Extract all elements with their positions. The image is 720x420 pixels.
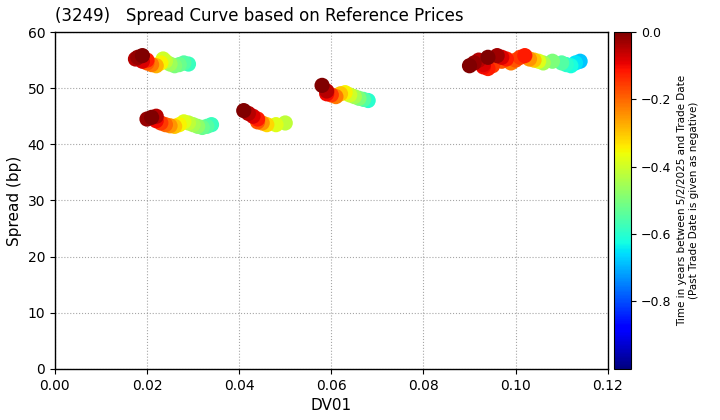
Point xyxy=(243,110,254,117)
Point xyxy=(187,121,199,128)
Point xyxy=(247,113,258,120)
Point xyxy=(330,93,342,100)
Point xyxy=(482,65,494,72)
Point xyxy=(519,52,531,59)
Point xyxy=(164,122,176,129)
Point xyxy=(515,54,526,60)
Point xyxy=(321,90,333,97)
Point xyxy=(469,60,480,66)
Point xyxy=(496,58,508,65)
Y-axis label: Time in years between 5/2/2025 and Trade Date
(Past Trade Date is given as negat: Time in years between 5/2/2025 and Trade… xyxy=(677,75,698,326)
Point xyxy=(358,96,369,103)
Point xyxy=(528,57,540,63)
Point xyxy=(473,57,485,63)
Point xyxy=(150,113,162,120)
Point xyxy=(164,60,176,67)
Point xyxy=(178,60,189,66)
Point xyxy=(137,52,148,59)
Point xyxy=(523,55,535,62)
Point xyxy=(348,93,360,100)
Point xyxy=(477,63,489,70)
Point xyxy=(130,55,141,62)
Y-axis label: Spread (bp): Spread (bp) xyxy=(7,155,22,246)
Point xyxy=(575,58,586,65)
Point xyxy=(510,57,521,63)
Point xyxy=(174,121,185,128)
Point xyxy=(464,62,475,69)
Point xyxy=(160,58,171,65)
Point xyxy=(325,92,337,98)
Text: (3249)   Spread Curve based on Reference Prices: (3249) Spread Curve based on Reference P… xyxy=(55,7,464,25)
Point xyxy=(339,89,351,96)
Point xyxy=(150,117,162,124)
Point xyxy=(183,120,194,126)
Point xyxy=(150,62,162,69)
Point xyxy=(533,58,544,65)
Point xyxy=(141,57,153,63)
Point xyxy=(362,97,374,104)
Point xyxy=(141,60,153,66)
Point xyxy=(279,120,291,126)
Point xyxy=(505,60,517,66)
Point xyxy=(252,116,264,122)
Point xyxy=(537,60,549,66)
Point xyxy=(174,61,185,68)
Point xyxy=(316,82,328,89)
Point xyxy=(546,58,558,65)
Point xyxy=(261,121,273,128)
Point xyxy=(565,62,577,69)
Point xyxy=(252,118,264,125)
Point xyxy=(496,54,508,60)
Point xyxy=(201,123,212,130)
Point xyxy=(160,121,171,128)
Point xyxy=(238,107,250,114)
Point xyxy=(321,88,333,94)
X-axis label: DV01: DV01 xyxy=(311,398,352,413)
Point xyxy=(169,123,181,130)
Point xyxy=(169,62,181,69)
Point xyxy=(155,60,166,66)
Point xyxy=(492,52,503,59)
Point xyxy=(158,55,169,62)
Point xyxy=(500,55,512,62)
Point xyxy=(155,120,166,126)
Point xyxy=(206,121,217,128)
Point xyxy=(183,60,194,67)
Point xyxy=(146,114,158,121)
Point xyxy=(192,123,204,130)
Point xyxy=(335,90,346,97)
Point xyxy=(560,61,572,68)
Point xyxy=(354,95,365,102)
Point xyxy=(141,116,153,122)
Point xyxy=(344,92,356,98)
Point xyxy=(270,121,282,128)
Point xyxy=(146,61,158,68)
Point xyxy=(556,60,567,66)
Point xyxy=(132,54,143,60)
Point xyxy=(137,58,148,65)
Point xyxy=(482,54,494,60)
Point xyxy=(487,62,498,69)
Point xyxy=(256,120,268,126)
Point xyxy=(178,118,189,125)
Point xyxy=(477,61,489,68)
Point xyxy=(197,124,208,131)
Point xyxy=(570,60,581,66)
